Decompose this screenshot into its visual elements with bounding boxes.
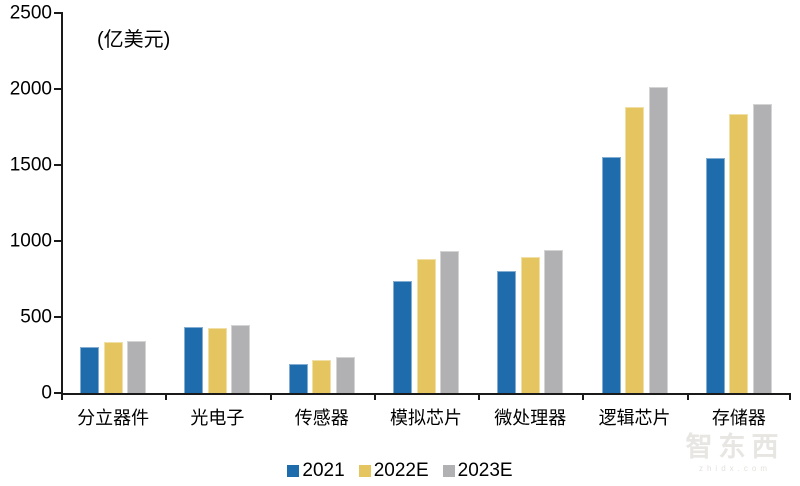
x-axis-tick-1 (165, 395, 168, 400)
y-tick-label-1500: 1500 (9, 154, 52, 176)
y-tick-label-500: 500 (20, 306, 52, 328)
legend-swatch-2023E (442, 465, 455, 477)
bar-2023E-4 (544, 250, 564, 393)
x-label-6: 存储器 (711, 408, 766, 428)
bar-2021-3 (393, 280, 412, 393)
bar-2021-0 (80, 347, 100, 393)
x-label-5: 逻辑芯片 (598, 408, 671, 428)
y-tick-mark-0 (54, 392, 62, 394)
bar-2022E-5 (625, 107, 645, 393)
legend-item-2021: 2021 (287, 460, 345, 482)
x-axis-tick-0 (61, 395, 63, 400)
y-tick-label-2500: 2500 (9, 2, 52, 24)
x-label-3: 模拟芯片 (389, 408, 462, 428)
bar-2022E-6 (729, 114, 749, 393)
x-label-2: 传感器 (294, 408, 349, 428)
y-axis-line (61, 12, 63, 395)
bar-2021-1 (184, 326, 204, 393)
x-axis-line (61, 393, 791, 395)
y-tick-mark-2000 (54, 88, 62, 91)
bar-2021-2 (288, 364, 308, 393)
y-tick-mark-500 (54, 316, 62, 319)
x-axis-tick-3 (373, 395, 376, 400)
bar-2022E-2 (312, 359, 332, 393)
bar-2023E-3 (440, 250, 459, 393)
legend-label-2021: 2021 (302, 460, 345, 481)
bar-2023E-5 (648, 86, 668, 393)
bar-2022E-3 (416, 258, 436, 393)
legend-swatch-2022E (358, 465, 371, 477)
bar-2021-4 (497, 270, 517, 393)
bar-2022E-1 (207, 327, 227, 393)
x-label-4: 微处理器 (494, 408, 567, 428)
bar-2023E-6 (752, 104, 772, 393)
legend-label-2023E: 2023E (457, 460, 513, 481)
y-tick-mark-1000 (54, 240, 62, 243)
x-label-1: 光电子 (190, 408, 245, 428)
legend-swatch-2021 (287, 465, 300, 477)
watermark-logo-text: 智东西 (685, 432, 785, 462)
x-axis-tick-6 (686, 395, 689, 400)
y-axis-unit-label: (亿美元) (97, 29, 171, 51)
legend-label-2022E: 2022E (373, 460, 429, 481)
x-axis-tick-7 (789, 395, 791, 400)
x-axis-tick-4 (478, 395, 481, 400)
bar-2023E-0 (127, 340, 147, 393)
bar-2023E-2 (335, 357, 355, 393)
y-tick-label-0: 0 (41, 382, 52, 404)
bar-2021-6 (705, 158, 725, 393)
y-tick-mark-1500 (54, 164, 62, 167)
bar-2022E-4 (520, 257, 540, 393)
y-tick-label-2000: 2000 (9, 78, 52, 100)
bar-2021-5 (601, 156, 621, 393)
x-axis-tick-5 (582, 395, 585, 400)
x-label-0: 分立器件 (77, 408, 150, 428)
y-tick-mark-2500 (54, 12, 62, 15)
x-axis-tick-2 (269, 395, 272, 400)
legend-item-2022E: 2022E (358, 460, 429, 482)
bar-2022E-0 (103, 342, 123, 393)
legend-item-2023E: 2023E (442, 460, 513, 482)
bar-2023E-1 (231, 324, 251, 393)
legend: 2021 2022E 2023E (0, 460, 800, 482)
y-tick-label-1000: 1000 (9, 230, 52, 252)
